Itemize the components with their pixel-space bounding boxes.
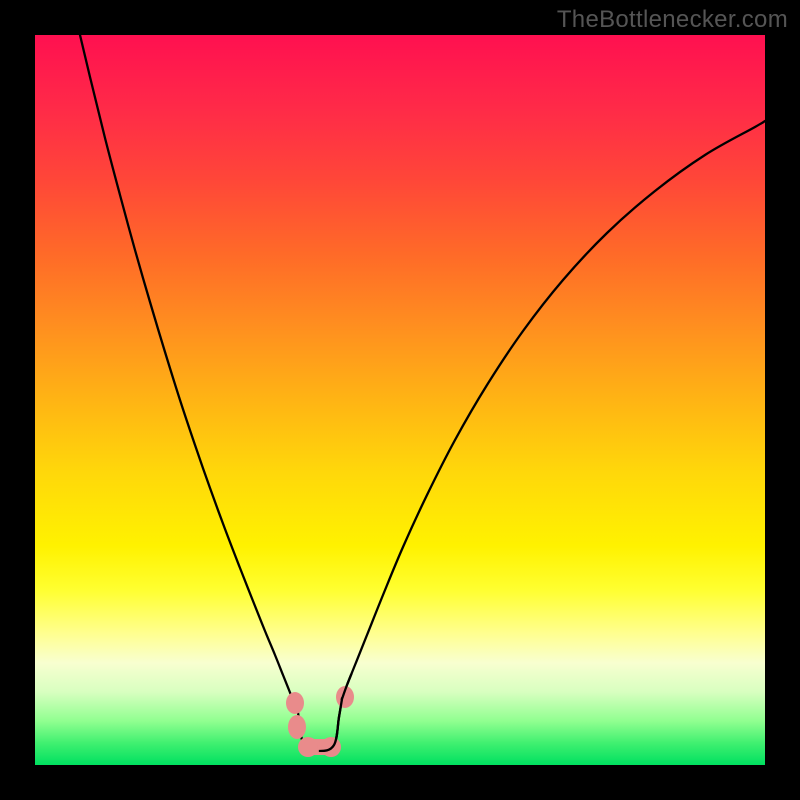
trough-marker-dot <box>286 692 304 714</box>
trough-marker-dot <box>298 737 318 757</box>
plot-svg <box>35 35 765 765</box>
gradient-background <box>35 35 765 765</box>
plot-area <box>35 35 765 765</box>
trough-marker-dot <box>288 715 306 739</box>
watermark-text: TheBottlenecker.com <box>557 6 788 34</box>
chart-frame: TheBottlenecker.com <box>0 0 800 800</box>
